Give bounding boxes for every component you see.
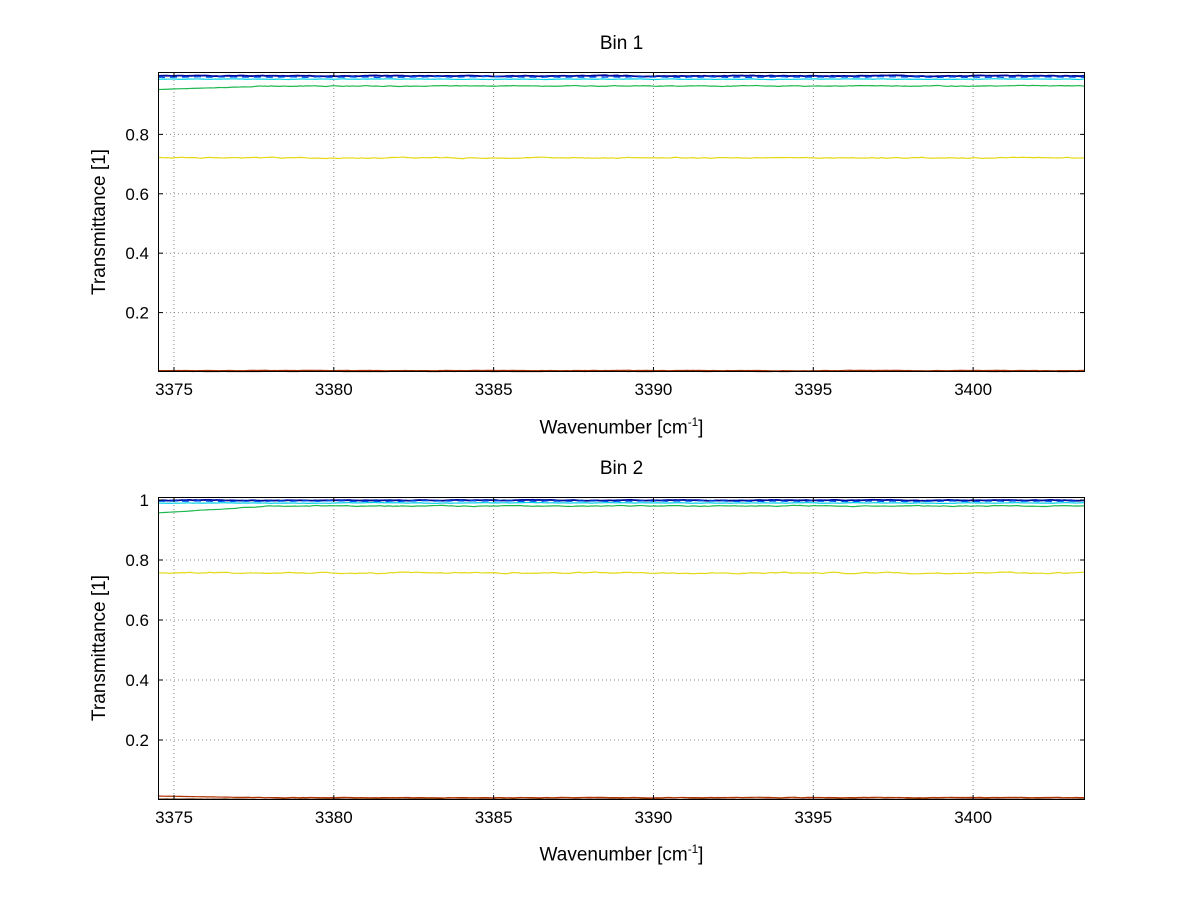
- svg-text:0.6: 0.6: [125, 611, 149, 630]
- y-axis-label-bin-1: Transmittance [1]: [89, 148, 110, 296]
- svg-text:0.8: 0.8: [125, 551, 149, 570]
- svg-text:3400: 3400: [954, 380, 992, 399]
- plot-area-bin-2: 3375 3380 3385 3390 3395 3400 0.2 0.4 0.6 0.8 1: [125, 491, 1086, 827]
- svg-text:3395: 3395: [794, 380, 832, 399]
- svg-text:0.2: 0.2: [125, 731, 149, 750]
- xlabel-prefix: Wavenumber [cm: [539, 844, 688, 866]
- svg-text:3390: 3390: [635, 380, 673, 399]
- svg-text:3390: 3390: [635, 808, 673, 827]
- xlabel-superscript: -1: [687, 843, 699, 856]
- plot-area-bin-1: 3375 3380 3385 3390 3395 3400 0.2 0.4 0.6 0.8: [125, 72, 1086, 399]
- svg-text:3375: 3375: [155, 808, 193, 827]
- xlabel-prefix: Wavenumber [cm: [539, 417, 688, 439]
- svg-text:0.8: 0.8: [125, 125, 149, 144]
- y-axis-label-bin-2: Transmittance [1]: [89, 574, 110, 722]
- svg-text:1: 1: [140, 491, 149, 510]
- plot-title-bin-2: Bin 2: [599, 458, 644, 479]
- svg-text:3380: 3380: [315, 380, 353, 399]
- xlabel-suffix: ]: [698, 844, 704, 866]
- svg-text:0.2: 0.2: [125, 304, 149, 323]
- svg-text:3385: 3385: [475, 808, 513, 827]
- xlabel-superscript: -1: [687, 416, 699, 429]
- svg-text:3385: 3385: [475, 380, 513, 399]
- svg-text:0.4: 0.4: [125, 671, 149, 690]
- svg-text:3375: 3375: [155, 380, 193, 399]
- x-axis-label-bin-1: Wavenumber [cm-1]: [158, 416, 1085, 439]
- plot-title-bin-1: Bin 1: [599, 33, 644, 54]
- svg-text:0.4: 0.4: [125, 244, 149, 263]
- svg-text:3400: 3400: [954, 808, 992, 827]
- xlabel-suffix: ]: [698, 417, 704, 439]
- svg-text:3395: 3395: [794, 808, 832, 827]
- x-axis-label-bin-2: Wavenumber [cm-1]: [158, 843, 1085, 866]
- svg-text:3380: 3380: [315, 808, 353, 827]
- svg-text:0.6: 0.6: [125, 185, 149, 204]
